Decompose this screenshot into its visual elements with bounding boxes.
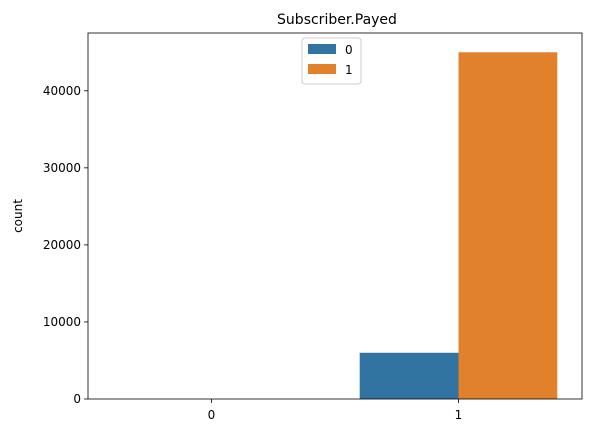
legend-label-0: 0 [345,43,353,57]
y-tick-label: 0 [73,392,81,406]
legend: 0 1 [301,37,362,85]
y-tick-label: 20000 [43,238,81,252]
y-axis-ticks: 0 10000 20000 30000 40000 [43,84,88,406]
chart-title: Subscriber.Payed [277,12,397,28]
plot-frame [87,32,583,400]
x-tick-label: 1 [455,408,463,422]
x-tick-label: 0 [208,408,216,422]
legend-swatch-0 [308,44,336,54]
bar-cat-1-series-1 [458,52,558,400]
legend-label-1: 1 [345,63,353,77]
legend-swatch-1 [308,64,336,74]
bar-cat-1-series-0 [359,352,459,399]
y-tick-label: 30000 [43,161,81,175]
y-tick-label: 10000 [43,315,81,329]
y-axis-label: count [11,199,25,233]
bars-group [359,52,558,400]
y-tick-label: 40000 [43,84,81,98]
